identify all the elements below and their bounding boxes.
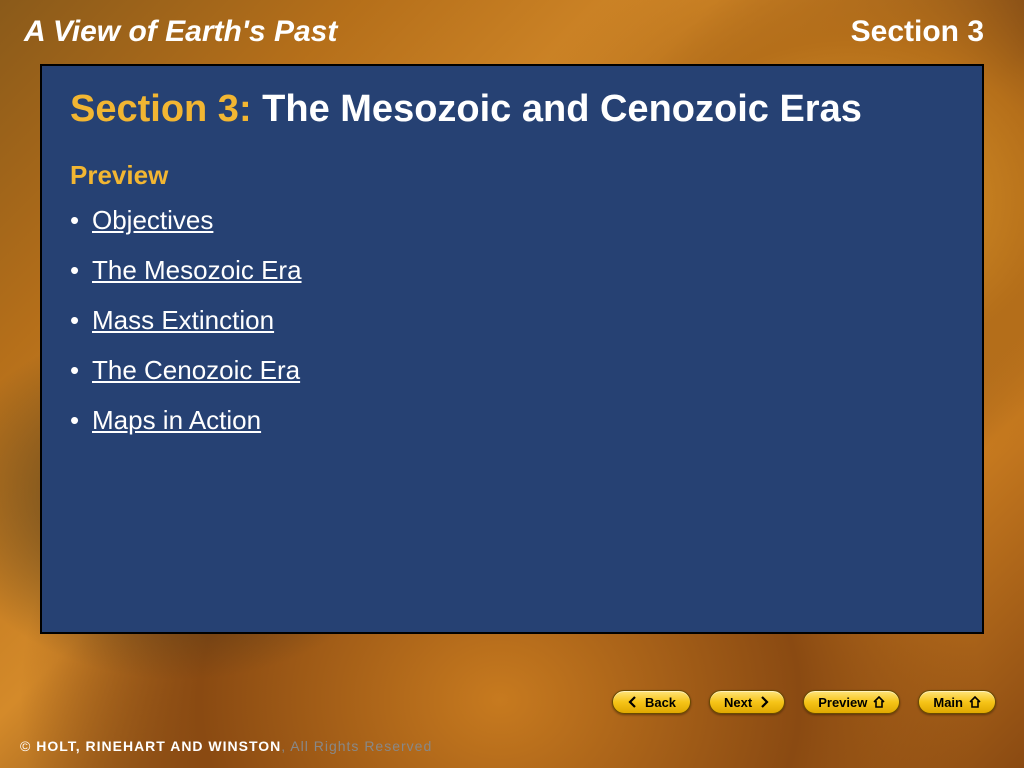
chapter-title: A View of Earth's Past [24, 15, 337, 49]
chevron-left-icon [627, 696, 639, 708]
list-item: The Cenozoic Era [92, 357, 954, 383]
section-title-prefix: Section 3: [70, 88, 252, 130]
section-title: Section 3: The Mesozoic and Cenozoic Era… [70, 88, 954, 132]
slide-header: A View of Earth's Past Section 3 [0, 0, 1024, 64]
list-item: Objectives [92, 207, 954, 233]
next-button[interactable]: Next [709, 690, 785, 714]
copyright-symbol: © [20, 738, 31, 754]
preview-button[interactable]: Preview [803, 690, 900, 714]
home-icon [969, 696, 981, 708]
home-icon [873, 696, 885, 708]
navigation-bar: Back Next Preview Main [612, 690, 996, 714]
list-item: The Mesozoic Era [92, 257, 954, 283]
main-button[interactable]: Main [918, 690, 996, 714]
list-item: Maps in Action [92, 407, 954, 433]
copyright-line: © HOLT, RINEHART AND WINSTON, All Rights… [20, 738, 432, 754]
next-button-label: Next [724, 695, 752, 710]
rights-reserved: , All Rights Reserved [281, 738, 432, 754]
link-maps-in-action[interactable]: Maps in Action [92, 405, 261, 435]
content-panel: Section 3: The Mesozoic and Cenozoic Era… [40, 64, 984, 634]
publisher-name: HOLT, RINEHART AND WINSTON [36, 738, 281, 754]
preview-heading: Preview [70, 160, 954, 191]
link-cenozoic-era[interactable]: The Cenozoic Era [92, 355, 300, 385]
back-button[interactable]: Back [612, 690, 691, 714]
section-title-text: The Mesozoic and Cenozoic Eras [252, 88, 862, 130]
preview-link-list: Objectives The Mesozoic Era Mass Extinct… [70, 207, 954, 433]
slide-background: A View of Earth's Past Section 3 Section… [0, 0, 1024, 768]
link-mesozoic-era[interactable]: The Mesozoic Era [92, 255, 302, 285]
chevron-right-icon [758, 696, 770, 708]
main-button-label: Main [933, 695, 963, 710]
back-button-label: Back [645, 695, 676, 710]
link-mass-extinction[interactable]: Mass Extinction [92, 305, 274, 335]
list-item: Mass Extinction [92, 307, 954, 333]
section-label: Section 3 [851, 15, 984, 49]
link-objectives[interactable]: Objectives [92, 205, 213, 235]
preview-button-label: Preview [818, 695, 867, 710]
